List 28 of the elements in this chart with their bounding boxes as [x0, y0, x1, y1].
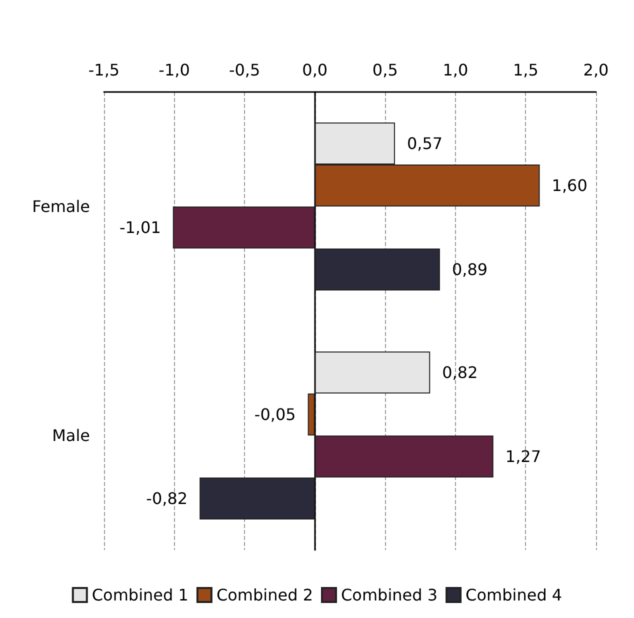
bar [308, 394, 315, 436]
bar [314, 352, 430, 394]
x-tick-label: -1,0 [158, 60, 190, 80]
data-label: -0,82 [146, 489, 188, 508]
x-tick-label: 1,0 [442, 60, 468, 80]
x-tick-label: -0,5 [228, 60, 260, 80]
data-label: 1,60 [552, 176, 588, 195]
data-label: 1,27 [505, 447, 542, 466]
bar [200, 478, 315, 520]
data-label: -1,01 [119, 218, 161, 237]
data-label: 0,57 [406, 134, 443, 153]
legend-label: Combined 3 [341, 586, 438, 604]
legend-label: Combined 4 [466, 586, 562, 604]
x-tick-label: -1,5 [88, 60, 120, 80]
bar [314, 248, 440, 290]
legend-label: Combined 1 [92, 586, 188, 604]
x-tick-label: 0,0 [302, 60, 328, 80]
y-tick-label: Female [32, 197, 90, 216]
data-label: -0,05 [254, 405, 296, 424]
legend-label: Combined 2 [216, 586, 314, 604]
bar [314, 436, 494, 478]
x-tick-label: 2,0 [583, 60, 609, 80]
y-tick-label: Male [52, 426, 90, 445]
data-label: 0,82 [442, 363, 478, 382]
bar [172, 206, 315, 248]
data-label: 0,89 [452, 260, 488, 279]
x-tick-label: 1,5 [512, 60, 538, 80]
x-tick-label: 0,5 [372, 60, 398, 80]
